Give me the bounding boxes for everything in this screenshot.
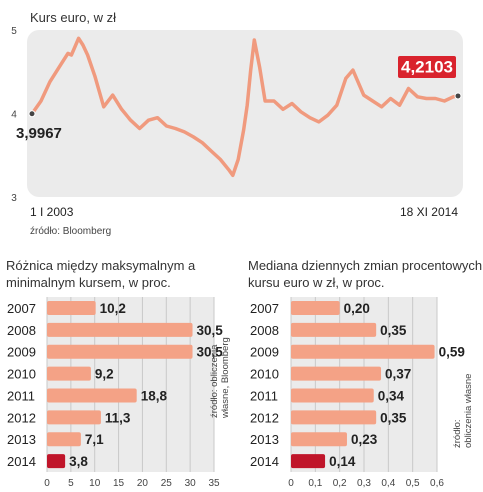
bar-x-tick-label: 0 — [288, 478, 294, 489]
highlight-label-box — [398, 55, 456, 78]
left-source-note: źródło: obliczenia własne, Bloomberg — [209, 337, 231, 418]
bar-category-label: 2010 — [7, 367, 36, 382]
bar-value-label: 0,34 — [378, 388, 405, 403]
bar — [291, 454, 326, 469]
start-value-label: 3,9967 — [16, 125, 62, 142]
bar-x-tick-label: 15 — [113, 478, 125, 489]
bar — [291, 410, 377, 425]
bar — [291, 432, 347, 447]
x-end-label: 18 XI 2014 — [400, 205, 458, 219]
bar-category-label: 2012 — [7, 410, 36, 425]
bar-value-label: 0,37 — [385, 367, 411, 382]
bar-category-label: 2012 — [250, 410, 279, 425]
bar-value-label: 18,8 — [141, 388, 168, 403]
bar-value-label: 0,35 — [380, 323, 407, 338]
bar-value-label: 9,2 — [95, 367, 114, 382]
bar-category-label: 2009 — [7, 345, 36, 360]
bar-x-tick-label: 35 — [208, 478, 220, 489]
x-start-label: 1 I 2003 — [30, 205, 74, 219]
bar — [291, 322, 377, 337]
bar-x-tick-label: 20 — [137, 478, 149, 489]
median-bar-chart: 0 0,1 0,2 0,3 0,4 0,5 0,6 2007 0,20 2008 0,35 2009 0… — [250, 297, 465, 489]
bar-x-tick-label: 10 — [89, 478, 101, 489]
bar-x-tick-label: 0,1 — [308, 478, 322, 489]
bar-category-label: 2013 — [250, 432, 279, 447]
bar-value-label: 0,59 — [439, 345, 465, 360]
bar — [47, 366, 91, 381]
line-chart: 3 4 5 3,9967 4,2103 1 I 2003 18 XI 2014 — [11, 26, 463, 219]
left-source-line-1: źródło: obliczenia — [209, 344, 220, 418]
bar-category-label: 2009 — [250, 345, 279, 360]
bar-value-label: 7,1 — [85, 432, 104, 447]
bar-category-label: 2008 — [250, 323, 279, 338]
main-chart-title: Kurs euro, w zł — [30, 10, 116, 25]
bar-category-label: 2007 — [250, 301, 279, 316]
bar — [291, 344, 435, 359]
right-source-line-1: źródło: — [452, 419, 463, 448]
bar-value-label: 10,2 — [100, 301, 126, 316]
bar-x-tick-label: 25 — [161, 478, 173, 489]
bar-category-label: 2013 — [7, 432, 36, 447]
bar-category-label: 2014 — [250, 454, 279, 469]
bar — [47, 344, 193, 359]
bar-category-label: 2011 — [250, 388, 278, 403]
main-source-note: źródło: Bloomberg — [30, 226, 112, 237]
bar-x-tick-label: 5 — [68, 478, 74, 489]
bar-category-label: 2011 — [7, 388, 35, 403]
bar-category-label: 2008 — [7, 323, 36, 338]
median-chart-title: Mediana dziennych zmian procentowych kur… — [248, 258, 483, 290]
bar-value-label: 0,23 — [351, 432, 378, 447]
bar-category-label: 2007 — [7, 301, 36, 316]
range-bar-chart: 0 5 10 15 20 25 30 35 2007 10,2 2008 30,5 2009 30,5 20… — [7, 297, 223, 489]
bar-value-label: 30,5 — [197, 345, 224, 360]
bar-x-tick-label: 0 — [44, 478, 50, 489]
bar-category-label: 2014 — [7, 454, 36, 469]
bar — [291, 300, 340, 315]
bar — [47, 322, 193, 337]
bar-value-label: 30,5 — [197, 323, 224, 338]
bar — [47, 432, 81, 447]
annotation-point — [454, 92, 462, 100]
bar-x-tick-label: 0,2 — [333, 478, 347, 489]
line-y-tick-label: 4 — [11, 110, 17, 121]
bar-value-label: 11,3 — [105, 410, 131, 425]
right-source-note: źródło: obliczenia własne — [452, 374, 474, 448]
left-source-line-2: własne, Bloomberg — [220, 337, 231, 418]
line-y-tick-label: 3 — [11, 193, 17, 204]
euro-rate-line — [30, 36, 460, 178]
bar-x-tick-label: 30 — [185, 478, 197, 489]
bar-value-label: 0,20 — [344, 301, 370, 316]
bar — [47, 454, 66, 469]
bar — [47, 300, 96, 315]
bar — [47, 410, 101, 425]
bar-value-label: 3,8 — [69, 454, 88, 469]
bar-x-tick-label: 0,4 — [381, 478, 395, 489]
bar-x-tick-label: 0,6 — [430, 478, 444, 489]
bar — [291, 388, 374, 403]
highlight-value-label: 4,2103 — [401, 57, 453, 76]
annotation-point — [28, 110, 36, 118]
bar-value-label: 0,35 — [380, 410, 407, 425]
bar-category-label: 2010 — [250, 367, 279, 382]
line-y-tick-label: 5 — [11, 26, 17, 37]
right-source-line-2: obliczenia własne — [463, 373, 474, 448]
range-chart-title: Różnica między maksymalnym a minimalnym … — [6, 258, 196, 290]
bar — [47, 388, 137, 403]
bar-x-tick-label: 0,3 — [357, 478, 371, 489]
bar-value-label: 0,14 — [329, 454, 356, 469]
bar — [291, 366, 382, 381]
bar-x-tick-label: 0,5 — [406, 478, 420, 489]
